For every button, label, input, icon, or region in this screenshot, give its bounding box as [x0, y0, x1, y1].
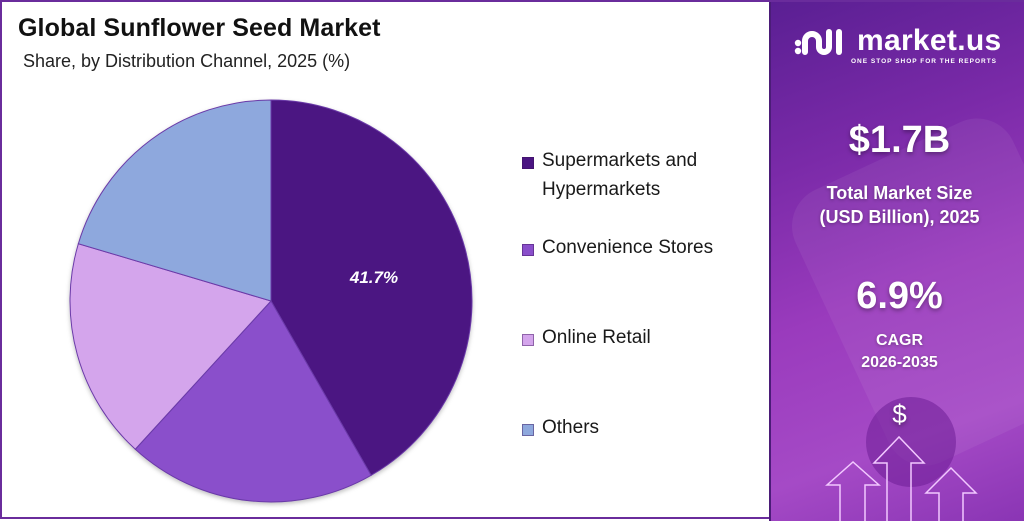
- legend-item-online-retail: Online Retail: [522, 323, 651, 352]
- cagr-label-line1: CAGR: [875, 332, 924, 349]
- market-size-value: $1.7B: [848, 119, 951, 161]
- pie-slices: [69, 99, 473, 503]
- chart-title: Global Sunflower Seed Market: [18, 14, 381, 42]
- legend-label: Convenience Stores: [542, 237, 714, 258]
- legend-item-supermarkets: Supermarkets and Hypermarkets: [522, 146, 697, 204]
- brand-name: market.us: [857, 24, 1002, 57]
- slice-label-supermarkets: 41.7%: [349, 268, 398, 287]
- legend-label: Online Retail: [542, 327, 651, 348]
- chart-subtitle: Share, by Distribution Channel, 2025 (%): [23, 51, 351, 71]
- legend-swatch: [522, 424, 534, 436]
- cagr-label-line2: 2026-2035: [861, 354, 938, 371]
- market-size-label-line1: Total Market Size: [826, 183, 973, 203]
- slice-online-retail: [69, 243, 272, 450]
- legend-item-convenience-stores: Convenience Stores: [522, 233, 713, 262]
- chart-area: Global Sunflower Seed Market Share, by D…: [2, 2, 769, 521]
- slice-others: [77, 99, 272, 302]
- brand-tagline: ONE STOP SHOP FOR THE REPORTS: [851, 58, 998, 65]
- cagr-value: 6.9%: [856, 275, 943, 317]
- dollar-icon: $: [892, 399, 907, 429]
- pie-chart: 41.7%: [69, 99, 473, 503]
- slice-supermarkets: [270, 99, 473, 476]
- growth-arrows-icon: [825, 435, 978, 521]
- legend-label: Supermarkets and: [542, 150, 698, 171]
- legend-label: Others: [542, 417, 600, 438]
- legend-swatch: [522, 157, 534, 169]
- legend-label: Hypermarkets: [542, 179, 661, 200]
- slice-convenience-stores: [134, 300, 372, 503]
- legend-swatch: [522, 334, 534, 346]
- summary-panel: market.us ONE STOP SHOP FOR THE REPORTS …: [769, 2, 1024, 521]
- brand-logo[interactable]: market.us: [793, 26, 1001, 56]
- market-size-label-line2: (USD Billion), 2025: [819, 207, 980, 227]
- legend-swatch: [522, 244, 534, 256]
- legend-item-others: Others: [522, 413, 599, 442]
- market-us-logo-icon: [794, 29, 842, 55]
